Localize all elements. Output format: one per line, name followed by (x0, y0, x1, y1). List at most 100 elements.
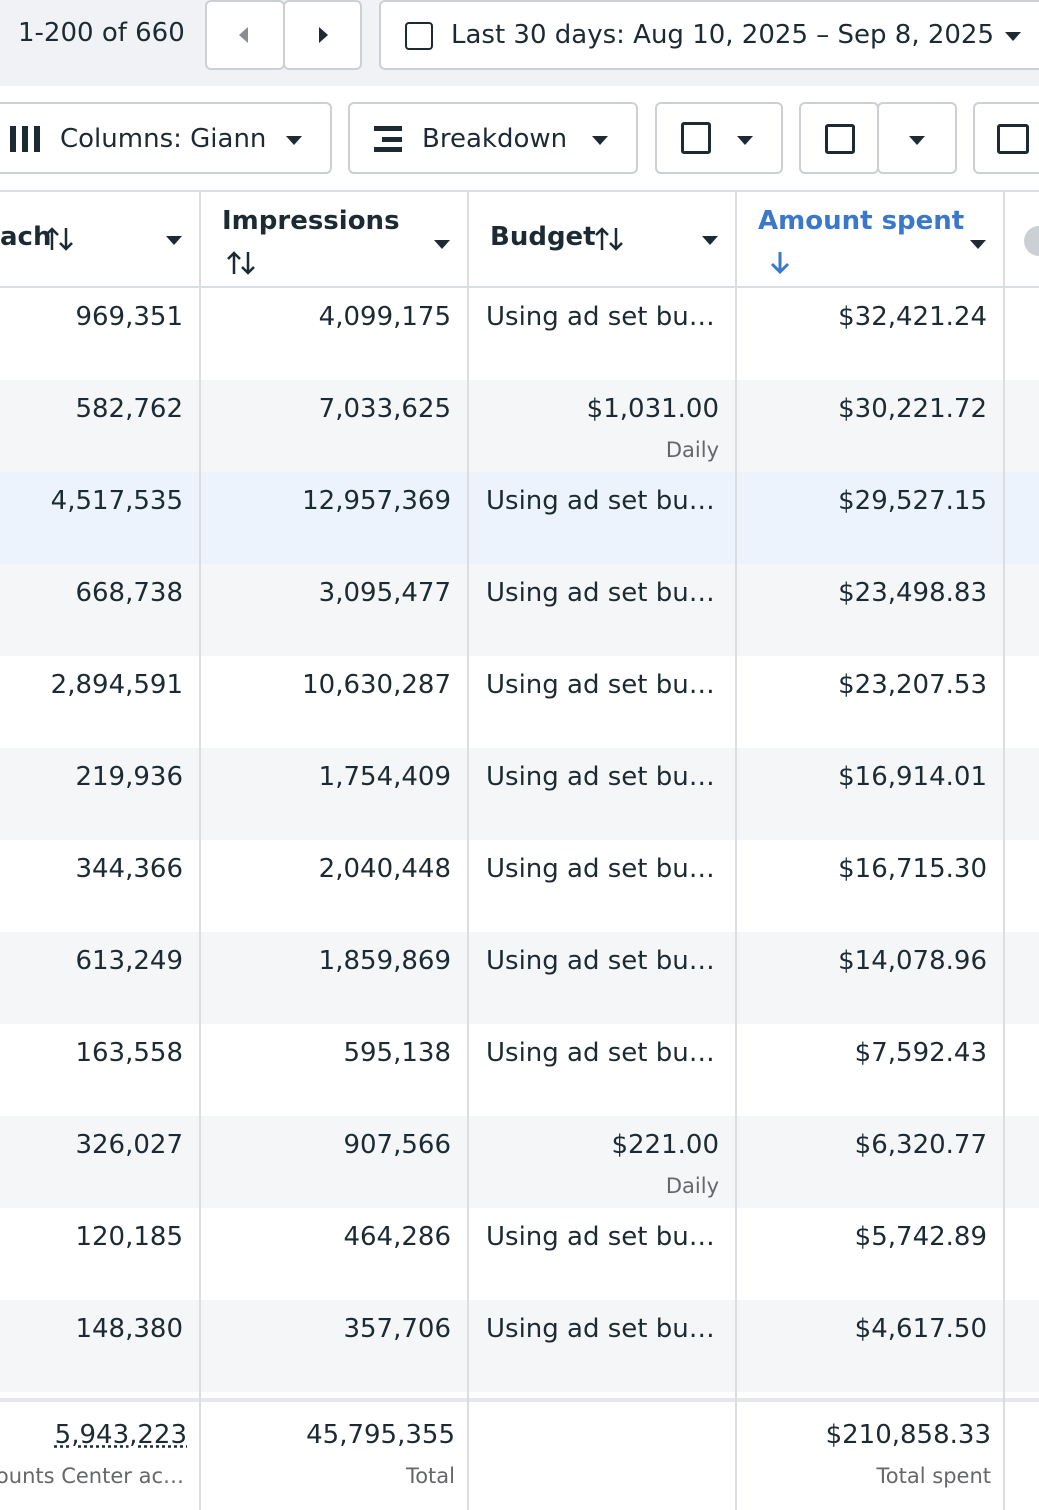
amount-spent-cell: $29,527.15 (838, 486, 987, 516)
chart-button[interactable] (973, 102, 1039, 174)
sort-icon (768, 250, 800, 276)
impressions-cell: 357,706 (343, 1314, 451, 1344)
amount-spent-cell: $7,592.43 (854, 1038, 987, 1068)
table-row[interactable] (0, 748, 1039, 840)
budget-cell: Using ad set bu… (486, 1222, 715, 1252)
column-divider (199, 192, 201, 1510)
budget-cell: $1,031.00 (586, 394, 719, 424)
table-row[interactable] (0, 564, 1039, 656)
table-row[interactable] (0, 656, 1039, 748)
total-impressions-label: Total (405, 1464, 455, 1488)
impressions-cell: 595,138 (343, 1038, 451, 1068)
export-button[interactable] (799, 102, 879, 174)
column-divider (735, 192, 737, 1510)
sort-arrow (770, 252, 790, 275)
reach-cell: 344,366 (75, 854, 183, 884)
total-amount-spent: $210,858.33 (825, 1420, 991, 1450)
reach-cell: 969,351 (75, 302, 183, 332)
date-label: Last 30 days: Aug 10, 2025 – Sep 8, 2025 (451, 20, 995, 50)
reach-cell: 582,762 (75, 394, 183, 424)
amount-spent-cell: $5,742.89 (854, 1222, 987, 1252)
budget-cell: Using ad set bu… (486, 486, 715, 516)
impressions-cell: 464,286 (343, 1222, 451, 1252)
reach-cell: 120,185 (75, 1222, 183, 1252)
amount-spent-cell: $14,078.96 (838, 946, 987, 976)
table-row[interactable] (0, 288, 1039, 380)
export-menu[interactable] (877, 102, 957, 174)
total-reach: 5,943,223 (54, 1420, 187, 1450)
sort-icon (226, 250, 258, 276)
budget-period: Daily (665, 438, 719, 462)
impressions-cell: 907,566 (343, 1130, 451, 1160)
header-menu[interactable] (166, 236, 182, 245)
amount-spent-cell: $6,320.77 (854, 1130, 987, 1160)
impressions-cell: 1,859,869 (318, 946, 451, 976)
sort-arrow (227, 251, 255, 275)
breakdown-label: Breakdown (422, 124, 568, 154)
total-impressions: 45,795,355 (306, 1420, 455, 1450)
date-picker[interactable]: Last 30 days: Aug 10, 2025 – Sep 8, 2025 (379, 0, 1039, 70)
reach-cell: 668,738 (75, 578, 183, 608)
table-row[interactable] (0, 472, 1039, 564)
amount-spent-cell: $30,221.72 (838, 394, 987, 424)
table-row[interactable] (0, 1116, 1039, 1208)
header-border (0, 286, 1039, 288)
header-menu[interactable] (434, 240, 450, 249)
header-label: Impressions (222, 206, 400, 236)
budget-cell: $221.00 (611, 1130, 719, 1160)
header-label: Amount spent (758, 206, 965, 236)
table-row[interactable] (0, 1208, 1039, 1300)
amount-spent-cell: $16,914.01 (838, 762, 987, 792)
reach-cell: 4,517,535 (50, 486, 183, 516)
table-row[interactable] (0, 1300, 1039, 1392)
next-button[interactable] (283, 0, 362, 70)
breakdown-button[interactable]: Breakdown (348, 102, 638, 174)
calendar-icon (405, 22, 433, 50)
reach-cell: 148,380 (75, 1314, 183, 1344)
totals-border (0, 1398, 1039, 1402)
sort-arrow (45, 227, 73, 251)
impressions-cell: 7,033,625 (318, 394, 451, 424)
budget-cell: Using ad set bu… (486, 578, 715, 608)
budget-cell: Using ad set bu… (486, 1038, 715, 1068)
reach-cell: 613,249 (75, 946, 183, 976)
sort-icon (44, 226, 76, 252)
reach-cell: 326,027 (75, 1130, 183, 1160)
impressions-cell: 1,754,409 (318, 762, 451, 792)
amount-spent-cell: $32,421.24 (838, 302, 987, 332)
amount-spent-cell: $4,617.50 (854, 1314, 987, 1344)
header-menu[interactable] (702, 236, 718, 245)
header-menu[interactable] (970, 240, 986, 249)
header-label: ach (0, 222, 52, 252)
impressions-cell: 12,957,369 (302, 486, 451, 516)
table-row[interactable] (0, 840, 1039, 932)
impressions-cell: 2,040,448 (318, 854, 451, 884)
range-label: 1-200 of 660 (18, 18, 185, 48)
amount-spent-cell: $23,498.83 (838, 578, 987, 608)
header-label: Budget (490, 222, 596, 252)
amount-spent-cell: $16,715.30 (838, 854, 987, 884)
reports-button[interactable] (655, 102, 783, 174)
columns-button[interactable]: Columns: Giann (0, 102, 332, 174)
budget-cell: Using ad set bu… (486, 854, 715, 884)
table-row[interactable] (0, 932, 1039, 1024)
amount-spent-cell: $23,207.53 (838, 670, 987, 700)
budget-cell: Using ad set bu… (486, 1314, 715, 1344)
sort-icon (594, 226, 626, 252)
reach-cell: 2,894,591 (50, 670, 183, 700)
table-row[interactable] (0, 380, 1039, 472)
columns-label: Columns: Giann (60, 124, 267, 154)
next-column-icon (1024, 226, 1039, 256)
table-row[interactable] (0, 1024, 1039, 1116)
total-reach-label: ounts Center ac… (0, 1464, 184, 1488)
column-divider (1003, 192, 1005, 1510)
budget-cell: Using ad set bu… (486, 762, 715, 792)
prev-button[interactable] (205, 0, 285, 70)
sort-arrow (595, 227, 623, 251)
column-divider (467, 192, 469, 1510)
impressions-cell: 3,095,477 (318, 578, 451, 608)
budget-cell: Using ad set bu… (486, 946, 715, 976)
header-border (0, 190, 1039, 192)
impressions-cell: 4,099,175 (318, 302, 451, 332)
